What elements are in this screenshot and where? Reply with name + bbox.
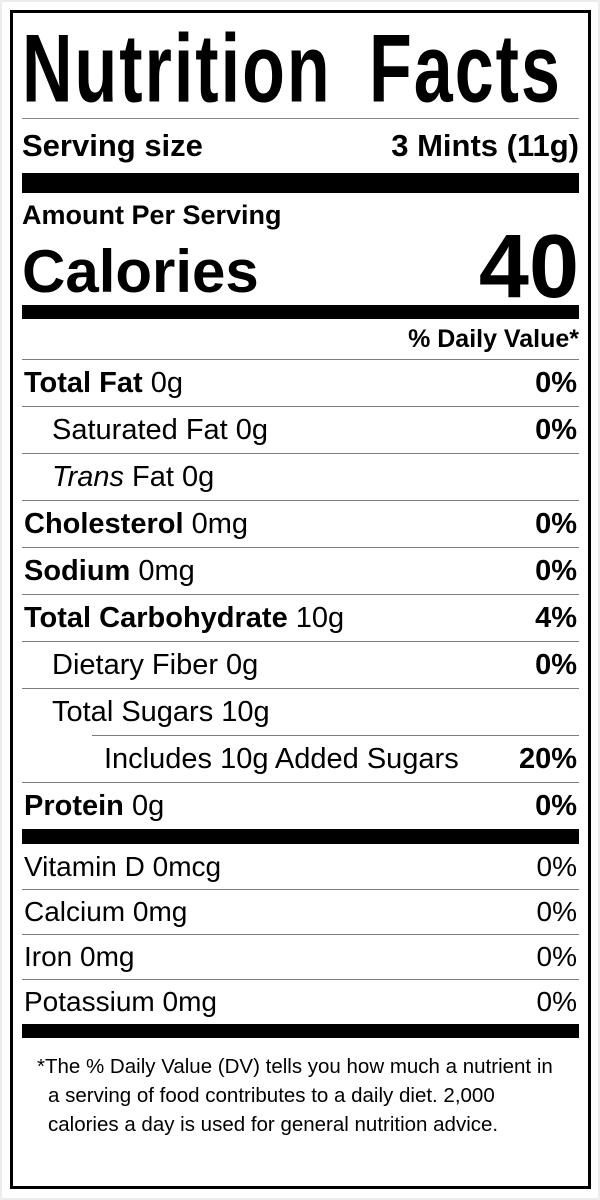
nutrient-name-rest: 0g xyxy=(123,789,165,822)
nutrient-name-rest: Fat 0g xyxy=(123,460,215,493)
nutrient-name-bold: Sodium xyxy=(24,554,131,587)
nutrient-name-bold: Total Carbohydrate xyxy=(24,601,288,634)
nutrient-name-rest: 0mg xyxy=(130,554,195,587)
vitamin-dv: 0% xyxy=(536,986,577,1017)
label-title: Nutrition Facts xyxy=(22,14,562,123)
nutrient-row-total-fat: Total Fat 0g 0% xyxy=(22,359,579,406)
section-divider-bar xyxy=(22,173,579,193)
footnote-marker: * xyxy=(37,1055,45,1078)
vitamin-dv: 0% xyxy=(536,896,577,927)
nutrient-dv: 0% xyxy=(535,554,577,587)
section-divider-bar xyxy=(22,829,579,844)
nutrient-dv: 0% xyxy=(535,366,577,399)
nutrient-row-dietary-fiber: Dietary Fiber 0g 0% xyxy=(22,641,579,688)
nutrient-name-rest: Total Sugars 10g xyxy=(52,695,270,728)
nutrient-name-rest: 0g xyxy=(142,366,184,399)
section-divider-bar xyxy=(22,305,579,319)
nutrient-name-rest: Saturated Fat 0g xyxy=(52,413,269,446)
vitamin-name: Vitamin D 0mcg xyxy=(24,850,222,882)
vitamin-row-potassium: Potassium 0mg 0% xyxy=(22,979,579,1024)
nutrient-name-bold: Cholesterol xyxy=(24,507,184,540)
nutrient-name-rest: 10g xyxy=(287,601,345,634)
vitamin-row-vitamin-d: Vitamin D 0mcg 0% xyxy=(22,844,579,889)
nutrient-name-rest: Includes 10g Added Sugars xyxy=(104,742,459,775)
nutrient-name-rest: Dietary Fiber 0g xyxy=(52,648,259,681)
nutrient-row-total-carbohydrate: Total Carbohydrate 10g 4% xyxy=(22,594,579,641)
vitamin-dv: 0% xyxy=(536,941,577,972)
vitamin-row-calcium: Calcium 0mg 0% xyxy=(22,889,579,934)
nutrient-name-rest: 0mg xyxy=(183,507,249,540)
serving-size-value: 3 Mints (11g) xyxy=(391,128,579,163)
nutrient-name-italic: Trans xyxy=(52,460,124,493)
title-section: Nutrition Facts xyxy=(22,13,579,119)
section-divider-bar xyxy=(22,1024,579,1038)
vitamin-name: Calcium 0mg xyxy=(24,896,188,927)
nutrient-name: Total Sugars 10g xyxy=(52,696,270,729)
vitamin-dv: 0% xyxy=(536,850,577,882)
nutrient-name: Protein 0g xyxy=(24,790,164,823)
vitamin-name: Iron 0mg xyxy=(24,941,135,972)
nutrient-name: Dietary Fiber 0g xyxy=(52,649,258,682)
nutrient-row-total-sugars: Total Sugars 10g xyxy=(22,688,579,735)
nutrient-row-trans-fat: Trans Fat 0g xyxy=(22,453,579,500)
nutrient-dv: 0% xyxy=(535,413,577,446)
calories-label: Calories xyxy=(22,238,259,305)
nutrient-row-saturated-fat: Saturated Fat 0g 0% xyxy=(22,406,579,453)
footnote-text: The % Daily Value (DV) tells you how muc… xyxy=(44,1055,553,1136)
nutrient-name-bold: Total Fat xyxy=(24,366,143,399)
nutrient-name: Total Fat 0g xyxy=(24,367,183,400)
nutrient-name: Sodium 0mg xyxy=(24,555,195,588)
nutrition-facts-label: Nutrition Facts Serving size 3 Mints (11… xyxy=(10,10,591,1189)
nutrient-name: Total Carbohydrate 10g xyxy=(24,602,344,635)
amount-per-serving-label: Amount Per Serving xyxy=(22,200,282,230)
nutrient-dv: 4% xyxy=(535,601,577,634)
footnote: *The % Daily Value (DV) tells you how mu… xyxy=(22,1038,579,1139)
nutrient-dv: 0% xyxy=(535,789,577,822)
nutrient-dv: 0% xyxy=(535,507,577,540)
calories-row: Calories 40 xyxy=(22,217,579,317)
nutrient-name: Saturated Fat 0g xyxy=(52,414,268,447)
vitamin-row-iron: Iron 0mg 0% xyxy=(22,934,579,979)
serving-size-row: Serving size 3 Mints (11g) xyxy=(22,119,579,173)
nutrient-dv: 0% xyxy=(535,648,577,681)
nutrient-row-added-sugars: Includes 10g Added Sugars 20% xyxy=(92,735,579,782)
nutrient-name: Trans Fat 0g xyxy=(52,461,214,494)
nutrient-row-cholesterol: Cholesterol 0mg 0% xyxy=(22,500,579,547)
nutrient-row-protein: Protein 0g 0% xyxy=(22,782,579,829)
nutrient-row-sodium: Sodium 0mg 0% xyxy=(22,547,579,594)
nutrient-name: Cholesterol 0mg xyxy=(24,508,248,541)
daily-value-header: % Daily Value* xyxy=(408,324,579,353)
calories-value: 40 xyxy=(478,217,579,317)
nutrient-dv: 20% xyxy=(518,742,577,775)
serving-size-label: Serving size xyxy=(22,128,203,163)
nutrient-name-bold: Protein xyxy=(24,789,124,822)
nutrient-name: Includes 10g Added Sugars xyxy=(104,743,459,776)
vitamin-name: Potassium 0mg xyxy=(24,986,217,1017)
